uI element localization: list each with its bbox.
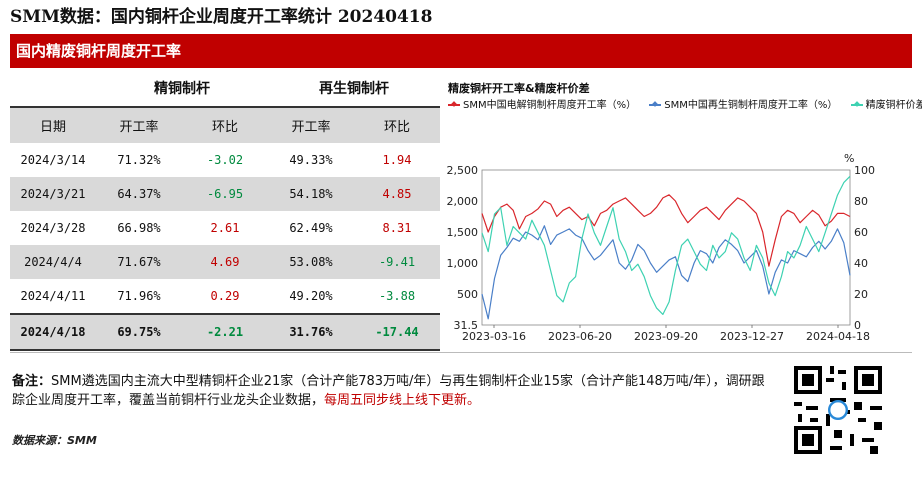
- x-tick-label: 2023-09-20: [634, 330, 698, 343]
- legend-item-recycled: SMM中国再生铜制杆周度开工率（%）: [649, 96, 837, 111]
- cell-rate-refined: 71.67%: [96, 245, 182, 279]
- cell-rate-refined: 71.32%: [117, 153, 161, 167]
- cell-change-recycled: -3.88: [378, 289, 416, 303]
- table-row: 2024/3/14 71.32% -3.02 49.33% 1.94: [10, 143, 440, 177]
- cell-change-refined: 2.61: [210, 221, 240, 235]
- y-right-tick-label: 40: [854, 257, 868, 270]
- table-row: 2024/4/11 71.96% 0.29 49.20% -3.88: [10, 279, 440, 314]
- series-line-2: [481, 175, 851, 315]
- cell-change-recycled: -9.41: [354, 245, 440, 279]
- x-tick-label: 2024-04-18: [806, 330, 870, 343]
- cell-rate-recycled: 62.49%: [289, 221, 333, 235]
- cell-change-refined: 0.29: [210, 289, 240, 303]
- cell-rate-recycled: 54.18%: [268, 177, 354, 211]
- y-left-tick-label: 31.5: [454, 319, 479, 332]
- footnote-highlight: 每周五同步线上线下更新。: [324, 393, 481, 408]
- legend-swatch-spread: [850, 104, 863, 106]
- legend-label-refined: SMM中国电解铜制杆周度开工率（%）: [463, 100, 637, 111]
- table-row: 2024/4/4 71.67% 4.69 53.08% -9.41: [10, 245, 440, 279]
- y-left-tick-label: 2,500: [447, 164, 479, 177]
- table-row: 2024/3/21 64.37% -6.95 54.18% 4.85: [10, 177, 440, 211]
- footnote-text: SMM遴选国内主流大中型精铜杆企业21家（合计产能783万吨/年）与再生铜制杆企…: [12, 374, 765, 408]
- series-line-0: [481, 194, 851, 267]
- footnote: 备注：SMM遴选国内主流大中型精铜杆企业21家（合计产能783万吨/年）与再生铜…: [12, 372, 772, 410]
- cell-date: 2024/4/18: [10, 313, 96, 351]
- legend-item-spread: 精废铜杆价差: [850, 96, 922, 111]
- col-header-change-refined: 环比: [182, 107, 268, 143]
- chart-title: 精废铜杆开工率&精废杆价差: [448, 82, 590, 95]
- group-header-refined: 精铜制杆: [154, 81, 210, 97]
- qr-code[interactable]: [790, 362, 886, 458]
- cell-change-recycled: 8.31: [382, 221, 412, 235]
- cell-change-refined: -3.02: [206, 153, 244, 167]
- x-tick-label: 2023-12-27: [720, 330, 784, 343]
- cell-rate-recycled: 49.33%: [289, 153, 333, 167]
- footnote-label: 备注：: [12, 374, 52, 389]
- data-source: 数据来源：SMM: [12, 434, 97, 447]
- divider: [10, 352, 912, 353]
- y-left-tick-label: 1,500: [447, 226, 479, 239]
- cell-rate-recycled: 53.08%: [268, 245, 354, 279]
- col-header-rate-refined: 开工率: [96, 107, 182, 143]
- cell-date: 2024/3/21: [10, 177, 96, 211]
- plot-frame: [481, 169, 851, 326]
- chart-legend: SMM中国电解铜制杆周度开工率（%） SMM中国再生铜制杆周度开工率（%） 精废…: [448, 96, 922, 111]
- table-spacer: [10, 70, 96, 107]
- legend-label-recycled: SMM中国再生铜制杆周度开工率（%）: [664, 100, 838, 111]
- y-right-tick-label: 0: [854, 319, 861, 332]
- group-header-recycled: 再生铜制杆: [319, 81, 389, 97]
- cell-change-refined: -2.21: [182, 313, 268, 351]
- y-left-tick-label: 500: [457, 288, 478, 301]
- series-line-1: [481, 225, 851, 320]
- cell-rate-refined: 69.75%: [96, 313, 182, 351]
- y-right-unit: %: [844, 152, 854, 165]
- cell-rate-recycled: 49.20%: [289, 289, 333, 303]
- cell-rate-refined: 64.37%: [96, 177, 182, 211]
- y-right-tick-label: 60: [854, 226, 868, 239]
- line-chart: 2,500 2,000 1,500 1,000 500 31.5 100 80 60 40 20 0%…: [447, 152, 876, 343]
- y-left-tick-label: 1,000: [447, 257, 479, 270]
- cell-change-recycled: -17.44: [354, 313, 440, 351]
- section-banner: 国内精废铜杆周度开工率: [10, 34, 912, 68]
- legend-label-spread: 精废铜杆价差: [865, 100, 922, 111]
- legend-swatch-refined: [448, 104, 460, 106]
- legend-item-refined: SMM中国电解铜制杆周度开工率（%）: [448, 96, 636, 111]
- page-title: SMM数据：国内铜杆企业周度开工率统计 20240418: [10, 7, 433, 27]
- y-right-tick-label: 20: [854, 288, 868, 301]
- utilization-table: 精铜制杆 再生铜制杆 日期 开工率 环比 开工率 环比 2024/3/14 71.…: [10, 70, 440, 351]
- cell-date: 2024/4/11: [20, 289, 86, 303]
- table-row: 2024/4/18 69.75% -2.21 31.76% -17.44: [10, 313, 440, 351]
- cell-change-recycled: 4.85: [354, 177, 440, 211]
- cell-change-refined: 4.69: [182, 245, 268, 279]
- col-header-rate-recycled: 开工率: [268, 107, 354, 143]
- cell-rate-refined: 66.98%: [117, 221, 161, 235]
- banner-title: 国内精废铜杆周度开工率: [16, 42, 182, 60]
- y-right-tick-label: 100: [854, 164, 875, 177]
- cell-date: 2024/3/28: [20, 221, 86, 235]
- cell-rate-recycled: 31.76%: [268, 313, 354, 351]
- y-left-tick-label: 2,000: [447, 195, 479, 208]
- x-tick-label: 2023-03-16: [462, 330, 526, 343]
- table-row: 2024/3/28 66.98% 2.61 62.49% 8.31: [10, 211, 440, 245]
- cell-date: 2024/4/4: [10, 245, 96, 279]
- cell-change-refined: -6.95: [182, 177, 268, 211]
- cell-rate-refined: 71.96%: [117, 289, 161, 303]
- y-right-tick-label: 80: [854, 195, 868, 208]
- col-header-change-recycled: 环比: [354, 107, 440, 143]
- cell-date: 2024/3/14: [20, 153, 86, 167]
- col-header-date: 日期: [10, 107, 96, 143]
- x-tick-label: 2023-06-20: [548, 330, 612, 343]
- cell-change-recycled: 1.94: [382, 153, 412, 167]
- legend-swatch-recycled: [649, 104, 662, 106]
